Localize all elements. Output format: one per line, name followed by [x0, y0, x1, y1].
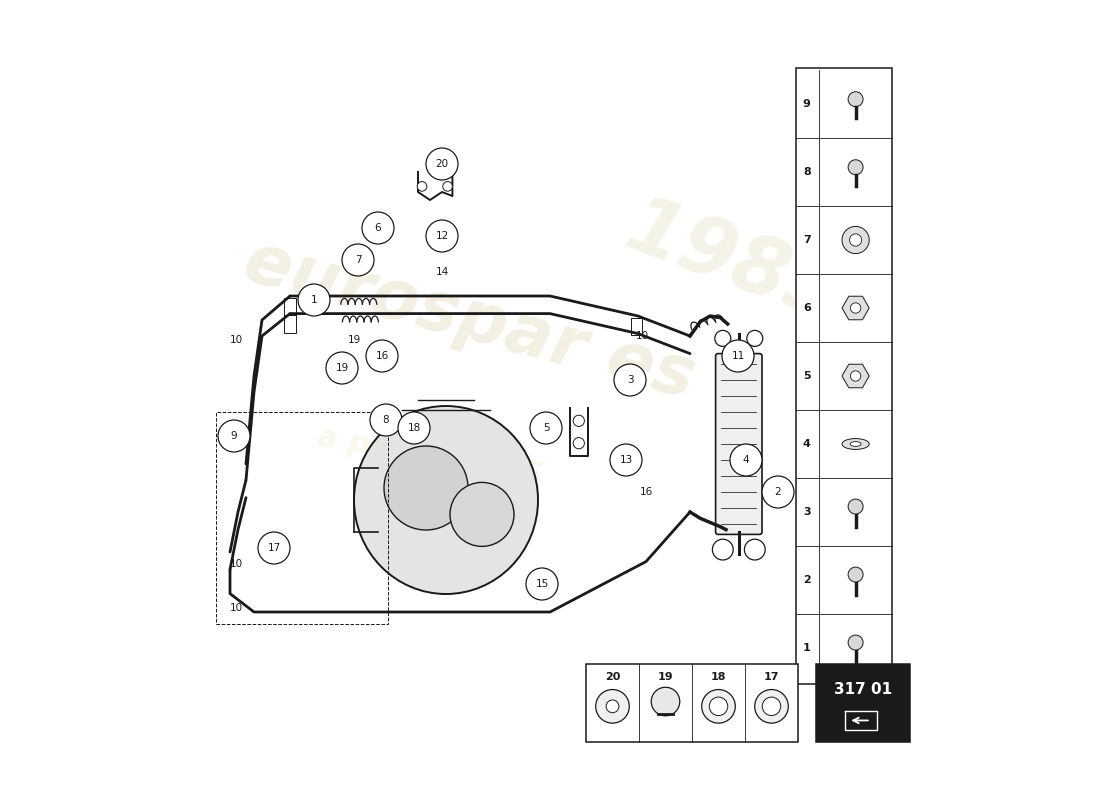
Text: eurospar es: eurospar es: [238, 228, 703, 412]
Text: 19: 19: [336, 363, 349, 373]
Text: 3: 3: [803, 507, 811, 517]
Text: 9: 9: [803, 99, 811, 109]
Circle shape: [298, 284, 330, 316]
Text: 15: 15: [536, 579, 549, 589]
Text: 8: 8: [803, 167, 811, 177]
Circle shape: [342, 244, 374, 276]
Text: 7: 7: [803, 235, 811, 245]
Text: 6: 6: [803, 303, 811, 313]
Text: 317 01: 317 01: [834, 682, 892, 697]
Circle shape: [610, 444, 642, 476]
Circle shape: [722, 340, 754, 372]
Circle shape: [426, 148, 458, 180]
Circle shape: [443, 182, 452, 191]
Circle shape: [362, 212, 394, 244]
Circle shape: [573, 438, 584, 449]
Text: 5: 5: [542, 423, 549, 433]
Circle shape: [730, 444, 762, 476]
Circle shape: [850, 303, 861, 313]
Text: 2: 2: [774, 487, 781, 497]
Text: 10: 10: [636, 331, 649, 341]
Text: 16: 16: [375, 351, 388, 361]
Text: 10: 10: [230, 335, 243, 345]
Circle shape: [745, 539, 766, 560]
Text: 12: 12: [436, 231, 449, 241]
Bar: [815, 664, 910, 742]
Circle shape: [848, 160, 864, 174]
Text: 14: 14: [436, 267, 449, 277]
Ellipse shape: [450, 482, 514, 546]
Text: 1: 1: [803, 643, 811, 653]
Bar: [216, 412, 387, 624]
Circle shape: [747, 330, 762, 346]
Text: 6: 6: [375, 223, 382, 233]
Circle shape: [651, 687, 680, 716]
Circle shape: [702, 690, 735, 723]
Polygon shape: [842, 364, 869, 388]
Circle shape: [713, 539, 734, 560]
Text: 20: 20: [605, 672, 620, 682]
Circle shape: [849, 234, 861, 246]
Circle shape: [326, 352, 358, 384]
Circle shape: [426, 220, 458, 252]
Circle shape: [258, 532, 290, 564]
Text: 17: 17: [763, 672, 779, 682]
Circle shape: [366, 340, 398, 372]
Text: 17: 17: [267, 543, 280, 553]
Circle shape: [842, 226, 869, 254]
Circle shape: [710, 697, 728, 715]
Text: 16: 16: [639, 487, 652, 497]
Text: 9: 9: [231, 431, 238, 441]
Circle shape: [762, 697, 781, 715]
Bar: [285, 298, 296, 315]
Bar: [796, 68, 892, 684]
Text: 18: 18: [407, 423, 420, 433]
Circle shape: [606, 700, 619, 713]
Text: 4: 4: [742, 455, 749, 465]
Bar: [586, 664, 798, 742]
Circle shape: [417, 182, 427, 191]
Circle shape: [614, 364, 646, 396]
Circle shape: [850, 371, 861, 381]
Polygon shape: [842, 296, 869, 320]
Circle shape: [715, 330, 730, 346]
Ellipse shape: [354, 406, 538, 594]
Circle shape: [218, 420, 250, 452]
Bar: [630, 318, 642, 335]
Text: 19: 19: [658, 672, 673, 682]
Circle shape: [573, 415, 584, 426]
Ellipse shape: [384, 446, 468, 530]
Text: a parts  1985: a parts 1985: [316, 422, 544, 490]
Text: 19: 19: [348, 335, 361, 345]
Circle shape: [848, 92, 864, 106]
FancyBboxPatch shape: [716, 354, 762, 534]
Text: 10: 10: [230, 559, 243, 569]
Text: 2: 2: [803, 575, 811, 585]
Text: 4: 4: [803, 439, 811, 449]
Text: 7: 7: [354, 255, 361, 265]
Circle shape: [398, 412, 430, 444]
Text: 20: 20: [436, 159, 449, 169]
Circle shape: [762, 476, 794, 508]
Text: 1985: 1985: [615, 189, 852, 339]
Text: 1: 1: [310, 295, 317, 305]
Text: 13: 13: [619, 455, 632, 465]
Circle shape: [530, 412, 562, 444]
Circle shape: [755, 690, 789, 723]
Circle shape: [848, 635, 864, 650]
Text: 8: 8: [383, 415, 389, 425]
Text: 3: 3: [627, 375, 634, 385]
Circle shape: [848, 567, 864, 582]
Text: 10: 10: [230, 603, 243, 613]
Text: 18: 18: [711, 672, 726, 682]
Text: 11: 11: [732, 351, 745, 361]
Circle shape: [596, 690, 629, 723]
Text: 5: 5: [803, 371, 811, 381]
Circle shape: [370, 404, 402, 436]
Circle shape: [526, 568, 558, 600]
Bar: [285, 315, 296, 333]
Ellipse shape: [842, 438, 869, 450]
Circle shape: [848, 499, 864, 514]
Ellipse shape: [850, 442, 861, 446]
